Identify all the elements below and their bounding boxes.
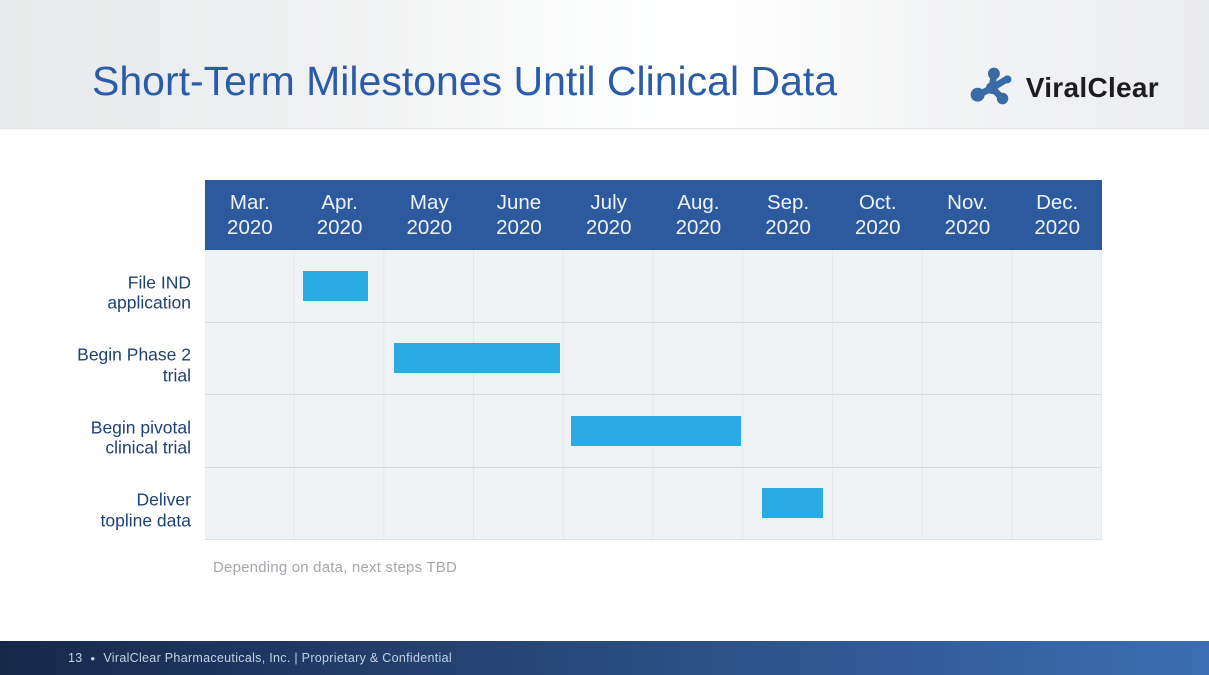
page-number: 13 xyxy=(68,651,83,665)
gantt-header: Mar. 2020 Apr. 2020 May 2020 June 2020 July 2020 A… xyxy=(205,180,1102,250)
month-header-cell: Nov. 2020 xyxy=(944,191,991,239)
gantt-bar xyxy=(394,343,561,374)
header-band: Short-Term Milestones Until Clinical Dat… xyxy=(0,0,1209,129)
gantt-row: File IND application xyxy=(107,250,1102,323)
month-header-cell: May 2020 xyxy=(406,191,453,239)
row-label: Begin Phase 2 trial xyxy=(77,344,191,386)
gantt-bar xyxy=(570,415,742,446)
month-header-cell: Dec. 2020 xyxy=(1034,191,1080,239)
gantt-bar xyxy=(762,488,824,519)
row-label: Deliver topline data xyxy=(100,489,192,531)
month-header-cell: Aug. 2020 xyxy=(675,191,722,239)
footer-bar: 13 • ViralClear Pharmaceuticals, Inc. | … xyxy=(0,641,1209,675)
gantt-row: Begin Phase 2 trial xyxy=(77,322,1102,395)
gantt-row: Begin pivotal clinical trial xyxy=(91,395,1102,468)
note-text: Depending on data, next steps TBD xyxy=(213,559,457,576)
month-header-cell: Mar. 2020 xyxy=(227,191,273,239)
month-header-cell: July 2020 xyxy=(585,191,632,239)
viralclear-logo: ViralClear xyxy=(969,62,1159,114)
logo-text: ViralClear xyxy=(1025,72,1159,103)
month-header-cell: June 2020 xyxy=(496,191,542,239)
confidentiality-text: ViralClear Pharmaceuticals, Inc. | Propr… xyxy=(103,651,452,665)
month-header-cell: Sep. 2020 xyxy=(765,191,811,239)
month-header-cell: Apr. 2020 xyxy=(316,191,363,239)
molecule-icon xyxy=(969,65,1015,111)
gantt-bar xyxy=(302,270,369,301)
gantt-body: File IND application Begin Phase 2 trial Beg… xyxy=(77,250,1102,540)
footer-bullet: • xyxy=(90,650,96,666)
milestones-gantt-chart: Mar. 2020 Apr. 2020 May 2020 June 2020 July 2020 A… xyxy=(77,180,1102,540)
row-label: File IND application xyxy=(107,272,191,313)
row-label: Begin pivotal clinical trial xyxy=(90,417,191,458)
page-title: Short-Term Milestones Until Clinical Dat… xyxy=(92,58,838,104)
gantt-row: Deliver topline data xyxy=(101,467,1102,540)
month-header-cell: Oct. 2020 xyxy=(854,191,901,239)
